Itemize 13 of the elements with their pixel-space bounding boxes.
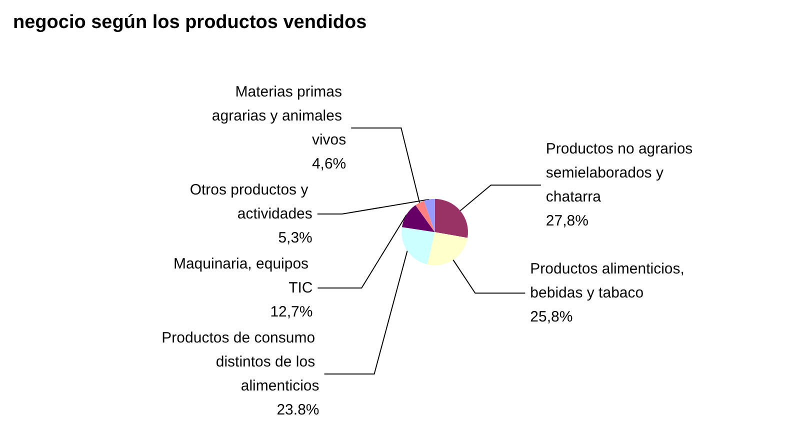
slice-label: Maquinaria, equipos TIC — [173, 256, 313, 296]
data-label: 23.8% — [276, 402, 320, 418]
data-label: 25,8% — [530, 308, 573, 326]
slice-label: Materias primas agrarias y animales vivos — [212, 84, 346, 148]
slice-label: Productos de consumo distintos de los alimenticios — [162, 330, 320, 394]
data-label: 27,8% — [546, 212, 588, 230]
slice-label: Productos alimenticios, bebidas y tabaco — [530, 260, 689, 302]
slice-label: Productos no agrarios semielaborados y chatarra — [546, 140, 697, 206]
chart-title: negocio según los productos vendidos — [13, 12, 367, 33]
data-label: 5,3% — [278, 230, 312, 246]
slice-label: Otros productos y actividades — [190, 182, 312, 222]
data-label: 12,7% — [270, 304, 313, 320]
data-label: 4,6% — [312, 156, 346, 172]
